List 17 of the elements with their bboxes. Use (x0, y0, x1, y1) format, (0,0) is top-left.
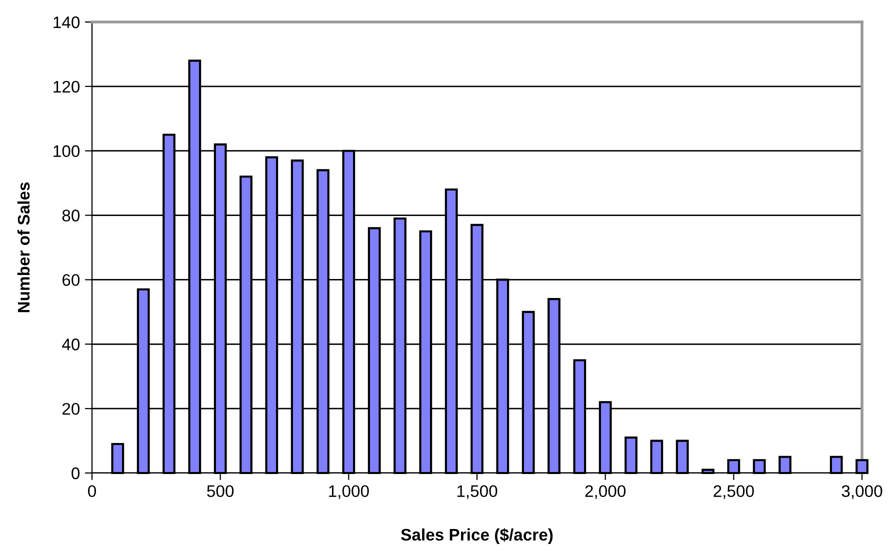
y-tick-label: 20 (62, 402, 80, 415)
x-tick-label: 1,000 (329, 485, 369, 500)
y-tick-label: 60 (62, 274, 80, 286)
x-tick-label: 0 (88, 485, 96, 498)
x-tick-label: 2,500 (714, 485, 754, 500)
x-tick-label: 2,000 (585, 485, 626, 500)
y-tick-label: 120 (54, 80, 80, 93)
x-tick-label: 1,500 (457, 485, 498, 500)
x-tick-label: 3,000 (842, 485, 882, 500)
y-tick-label: 0 (72, 467, 80, 480)
y-axis-title: Number of Sales (17, 182, 30, 312)
y-tick-label: 40 (62, 338, 80, 350)
x-tick-label: 500 (207, 485, 234, 498)
y-tick-label: 80 (62, 210, 80, 222)
y-tick-label: 100 (54, 145, 80, 158)
x-axis-title: Sales Price ($/acre) (401, 528, 553, 544)
y-tick-label: 140 (54, 16, 80, 28)
